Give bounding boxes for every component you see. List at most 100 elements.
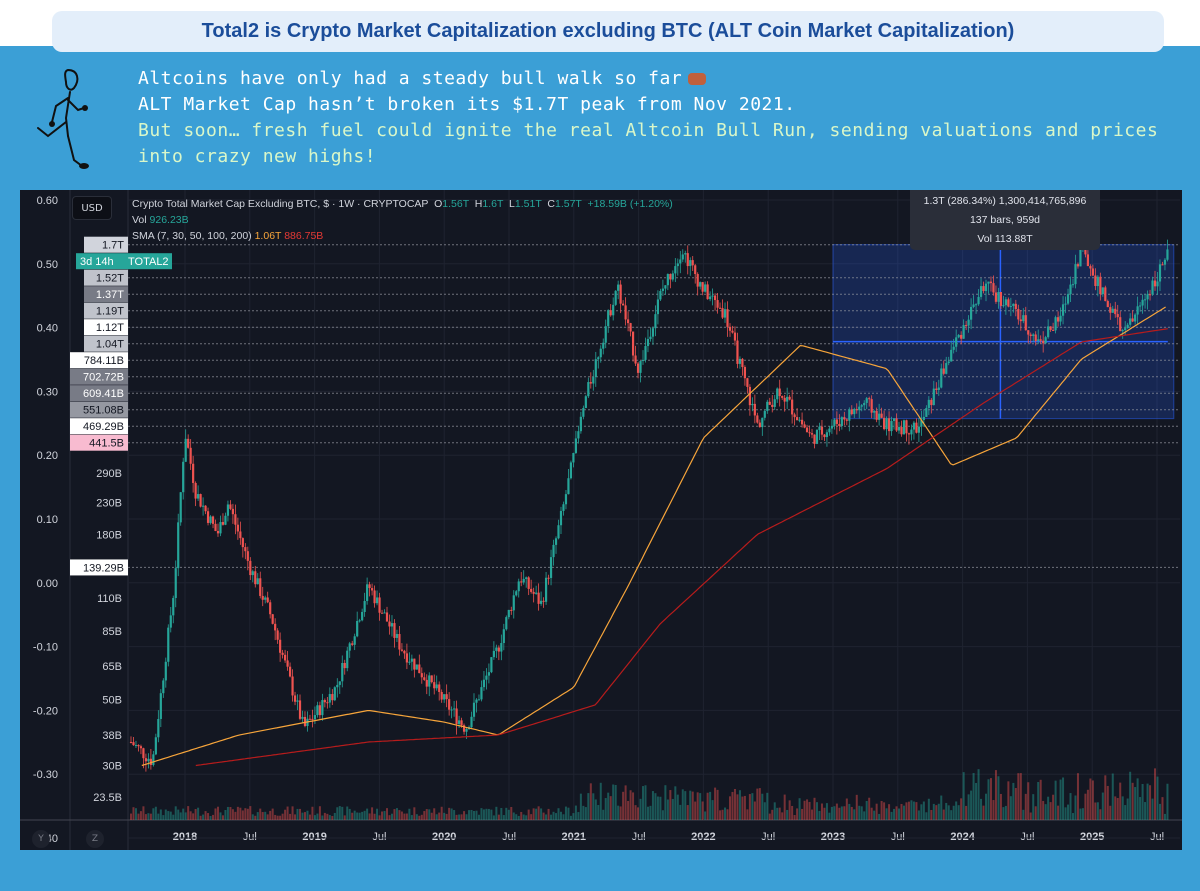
volume-bar (1034, 806, 1037, 820)
volume-bar (980, 798, 983, 820)
volume-bar (428, 809, 431, 820)
candle-body (999, 292, 1003, 306)
candle-body (1099, 276, 1102, 295)
candle-body (1064, 303, 1067, 305)
volume-bar (686, 805, 689, 820)
candle-body (1052, 329, 1055, 331)
volume-bar (398, 810, 401, 820)
volume-bar (256, 812, 259, 820)
volume-bar (634, 805, 637, 820)
volume-bar (1024, 793, 1027, 820)
volume-bar (152, 808, 155, 820)
price-chart[interactable]: 2018 Jul 2019 Jul 2020 Jul 2021 Jul 2022 Jul 2023 J… (20, 190, 1182, 850)
candle-body (276, 630, 279, 640)
candle-body (895, 418, 898, 431)
candle-body (1059, 315, 1062, 322)
candle-body (408, 661, 411, 663)
candle-body (858, 406, 861, 411)
volume-bar (1022, 809, 1025, 820)
candle-body (398, 634, 401, 650)
candle-body (254, 571, 257, 585)
volume-bar (1014, 788, 1017, 820)
volume-bar (393, 809, 396, 820)
volume-bar (878, 813, 881, 820)
zoom-scale-button[interactable]: Z (86, 830, 104, 848)
volume-bar (689, 790, 692, 820)
candle-body (1054, 317, 1057, 331)
volume-bar (602, 809, 605, 820)
volume-bar (1124, 805, 1127, 820)
volume-bar (756, 788, 759, 820)
candle-body (428, 675, 431, 687)
candle-body (800, 419, 804, 425)
volume-bar (1141, 783, 1144, 820)
volume-bar (1096, 802, 1099, 820)
candle-body (368, 584, 371, 589)
candle-body (293, 695, 297, 702)
candle-body (542, 600, 545, 602)
volume-bar (502, 815, 505, 820)
volume-bar (607, 792, 610, 820)
candle-body (870, 399, 873, 413)
candle-body (403, 650, 406, 654)
volume-bar (875, 803, 878, 820)
price-label-bg (70, 352, 128, 369)
chart-canvas[interactable]: 2018 Jul 2019 Jul 2020 Jul 2021 Jul 2022 Jul 2023 J… (20, 190, 1182, 850)
candle-body (192, 463, 195, 483)
volume-bar (982, 805, 985, 820)
volume-bar (888, 804, 891, 820)
candle-body (604, 326, 607, 343)
sma-label[interactable]: SMA (7, 30, 50, 100, 200) (132, 230, 252, 242)
candle-body (522, 578, 525, 583)
change-value: +18.59B (+1.20%) (587, 198, 673, 210)
volume-bar (403, 813, 406, 820)
candle-body (974, 304, 978, 306)
candle-body (336, 684, 339, 688)
volume-bar (373, 813, 376, 820)
price-label: 441.5B (89, 438, 124, 450)
volume-label[interactable]: Vol (132, 214, 147, 226)
candle-body (147, 758, 150, 762)
candle-body (592, 377, 595, 384)
volume-bar (1032, 794, 1035, 820)
volume-bar (1044, 804, 1047, 820)
volume-bar (701, 801, 704, 820)
candle-body (945, 363, 948, 374)
volume-bar (1086, 789, 1089, 820)
price-label: 784.11B (84, 355, 124, 367)
volume-bar (1136, 778, 1139, 820)
candle-body (338, 681, 341, 685)
candle-body (1166, 249, 1169, 260)
volume-bar (1111, 773, 1114, 820)
volume-bar (1149, 785, 1152, 820)
volume-bar (748, 794, 751, 820)
log-scale-button[interactable]: Y (32, 830, 50, 848)
volume-bar (733, 788, 736, 820)
candle-body (1044, 337, 1047, 344)
volume-bar (627, 800, 630, 820)
volume-bar (758, 788, 761, 820)
volume-bar (574, 805, 577, 820)
volume-bar (773, 802, 776, 820)
volume-bar (997, 776, 1000, 820)
candle-body (1121, 330, 1124, 332)
currency-button[interactable]: USD (72, 196, 112, 220)
volume-bar (557, 808, 560, 820)
x-tick-label: Jul (1020, 831, 1034, 843)
volume-bar (808, 801, 811, 820)
volume-bar (341, 806, 344, 820)
candle-body (696, 274, 699, 287)
volume-bar (905, 802, 908, 820)
volume-bar (843, 806, 846, 820)
symbol-name[interactable]: Crypto Total Market Cap Excluding BTC, $… (132, 198, 429, 210)
candle-body (266, 597, 269, 603)
volume-bar (1059, 779, 1062, 820)
volume-bar (1121, 796, 1124, 820)
volume-bar (530, 814, 533, 820)
left-axis-tick: -0.20 (33, 705, 58, 717)
candle-body (264, 597, 267, 600)
candle-body (962, 325, 965, 339)
sma-line-orange (141, 306, 1166, 767)
candle-body (723, 309, 727, 318)
candle-body (174, 568, 177, 599)
